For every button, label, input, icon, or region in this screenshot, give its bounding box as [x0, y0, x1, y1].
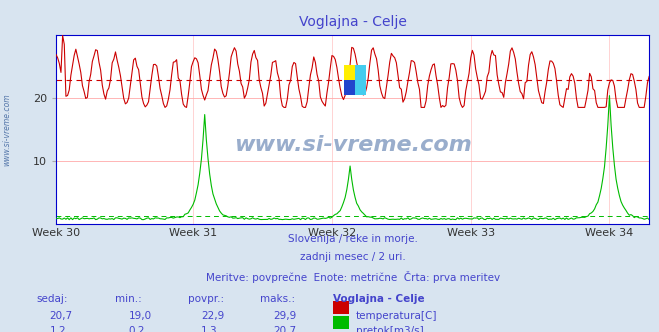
Bar	[344, 65, 355, 95]
Text: 29,9: 29,9	[273, 311, 297, 321]
Text: temperatura[C]: temperatura[C]	[356, 311, 438, 321]
Text: Voglajna - Celje: Voglajna - Celje	[333, 294, 424, 304]
Bar	[344, 80, 355, 95]
Text: zadnji mesec / 2 uri.: zadnji mesec / 2 uri.	[300, 252, 405, 262]
Text: maks.:: maks.:	[260, 294, 295, 304]
Text: 1,3: 1,3	[201, 326, 217, 332]
Text: 0,2: 0,2	[129, 326, 145, 332]
Text: min.:: min.:	[115, 294, 142, 304]
Text: www.si-vreme.com: www.si-vreme.com	[2, 93, 11, 166]
Text: sedaj:: sedaj:	[36, 294, 68, 304]
Text: povpr.:: povpr.:	[188, 294, 224, 304]
Text: 20,7: 20,7	[273, 326, 297, 332]
Bar	[355, 65, 366, 95]
Text: Meritve: povprečne  Enote: metrične  Črta: prva meritev: Meritve: povprečne Enote: metrične Črta:…	[206, 271, 500, 283]
Text: pretok[m3/s]: pretok[m3/s]	[356, 326, 424, 332]
Text: Slovenija / reke in morje.: Slovenija / reke in morje.	[287, 234, 418, 244]
Text: Voglajna - Celje: Voglajna - Celje	[299, 15, 407, 29]
Text: 20,7: 20,7	[49, 311, 72, 321]
Text: 22,9: 22,9	[201, 311, 224, 321]
Text: www.si-vreme.com: www.si-vreme.com	[234, 134, 471, 155]
Text: 19,0: 19,0	[129, 311, 152, 321]
Text: 1,2: 1,2	[49, 326, 66, 332]
